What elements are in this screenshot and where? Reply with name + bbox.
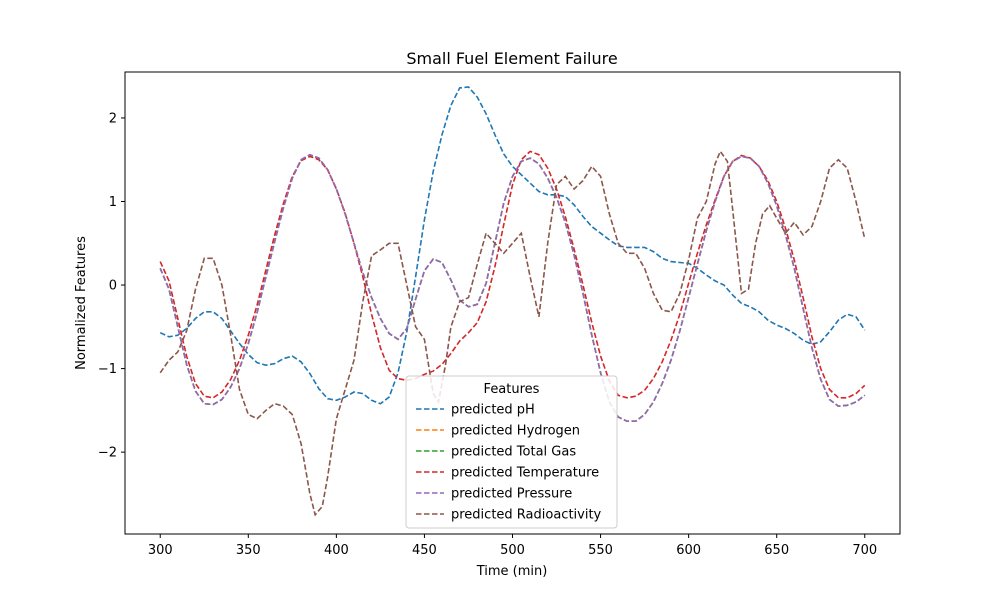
- legend-entry: predicted pH: [451, 403, 535, 418]
- legend-entry: predicted Total Gas: [451, 445, 576, 460]
- y-tick-label: −1: [98, 362, 117, 377]
- x-tick-label: 650: [764, 543, 789, 558]
- x-tick-label: 600: [676, 543, 701, 558]
- x-tick-label: 300: [148, 543, 173, 558]
- legend-title: Features: [484, 382, 540, 397]
- series-line-3: [159, 150, 866, 399]
- x-tick-label: 450: [412, 543, 437, 558]
- legend-entry: predicted Hydrogen: [451, 424, 580, 439]
- series-layer: [159, 86, 866, 517]
- x-tick-label: 500: [500, 543, 525, 558]
- legend-entry: predicted Radioactivity: [451, 508, 602, 523]
- series-line-0: [159, 86, 866, 405]
- x-tick-label: 400: [324, 543, 349, 558]
- x-tick-label: 700: [852, 543, 877, 558]
- y-tick-label: 1: [109, 195, 117, 210]
- x-tick-label: 350: [236, 543, 261, 558]
- y-tick-label: 0: [109, 279, 117, 294]
- legend-entry: predicted Pressure: [451, 487, 572, 502]
- x-tick-label: 550: [588, 543, 613, 558]
- x-axis: 300 350 400 450 500 550 600 650 700: [148, 534, 877, 558]
- y-axis-label: Normalized Features: [74, 236, 89, 370]
- y-axis: −2 −1 0 1 2: [98, 111, 125, 461]
- series-line-5: [159, 149, 866, 517]
- legend-box: [405, 375, 618, 529]
- legend: Features predicted pH predicted Hydrogen pr…: [405, 375, 618, 529]
- y-tick-label: −2: [98, 446, 117, 461]
- y-tick-label: 2: [109, 111, 117, 126]
- series-line-4: [159, 153, 866, 422]
- x-axis-label: Time (min): [476, 564, 548, 579]
- chart-title: Small Fuel Element Failure: [406, 49, 617, 68]
- legend-entry: predicted Temperature: [451, 466, 599, 481]
